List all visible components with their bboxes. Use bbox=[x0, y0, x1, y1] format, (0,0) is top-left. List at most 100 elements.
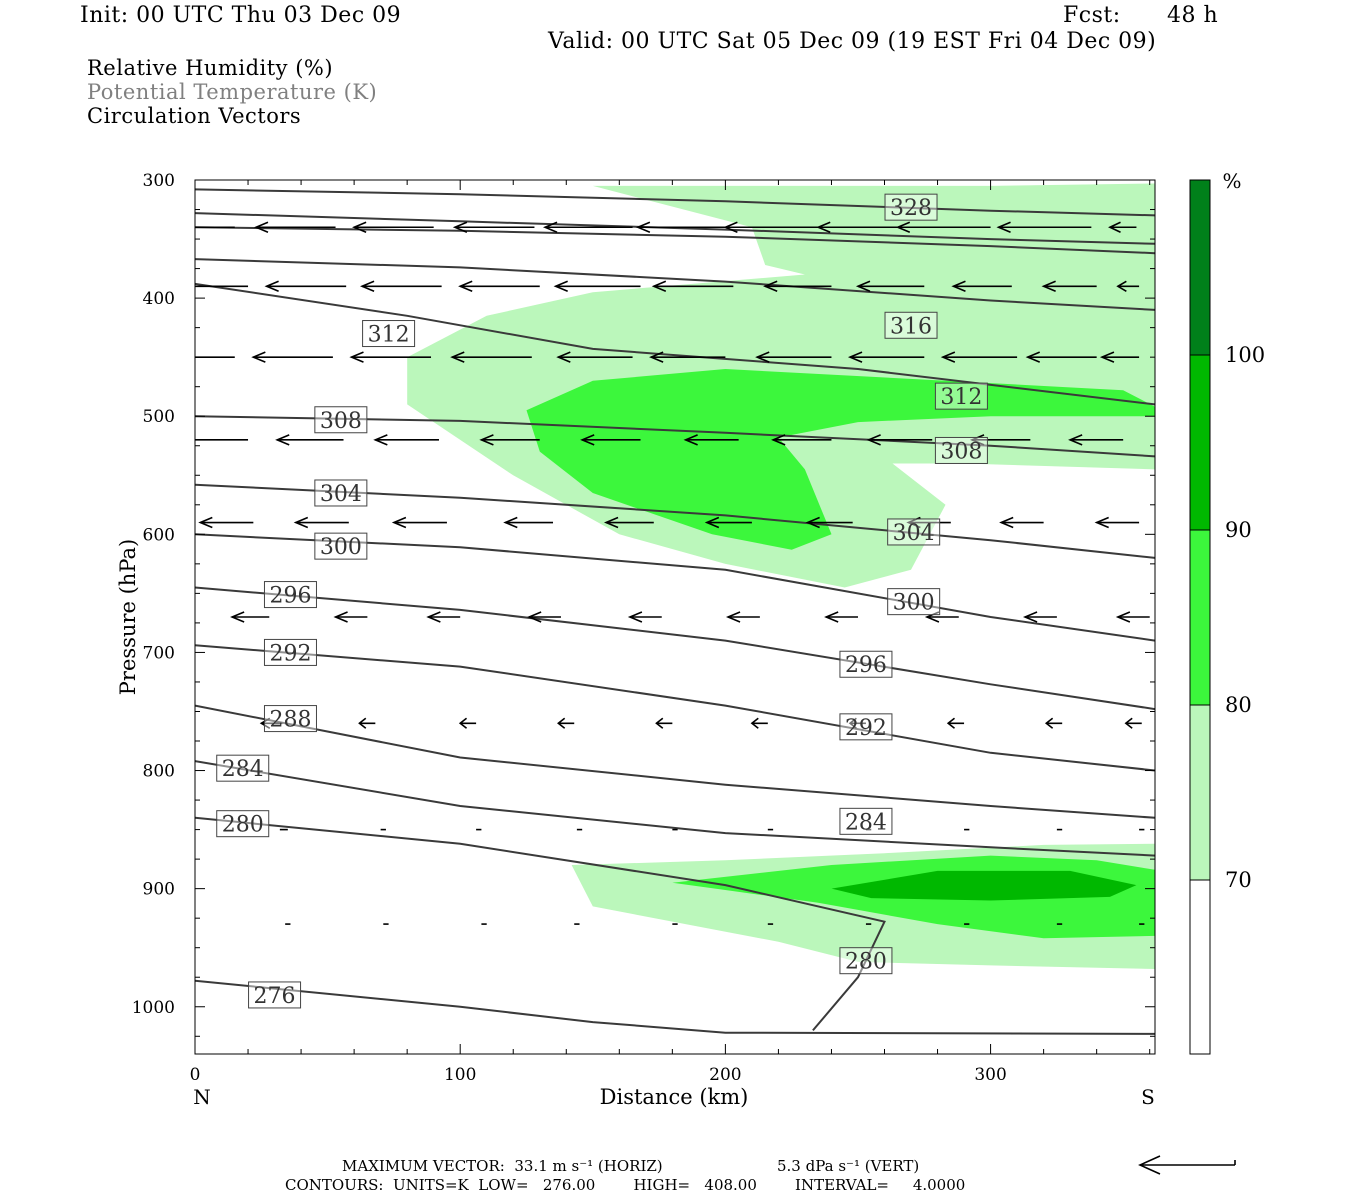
contour-label: 292 bbox=[269, 641, 311, 666]
contours-note: CONTOURS: UNITS=K LOW= 276.00 HIGH= 408.… bbox=[285, 1176, 966, 1194]
vector-arrow bbox=[373, 434, 439, 446]
contour-label: 296 bbox=[845, 653, 887, 678]
vector-arrow bbox=[635, 221, 731, 233]
contour-label: 280 bbox=[222, 813, 264, 838]
contour-label: 288 bbox=[269, 708, 311, 733]
x-tick-label: 300 bbox=[974, 1065, 1006, 1085]
vector-arrow bbox=[195, 356, 235, 358]
theta-contour-324 bbox=[195, 212, 1155, 245]
vector-arrow bbox=[1041, 280, 1097, 293]
contour-label-box bbox=[314, 479, 368, 507]
vector-arrow bbox=[358, 717, 376, 729]
vector-arrow bbox=[763, 280, 832, 293]
contour-label-box bbox=[263, 705, 317, 733]
colorbar-segment bbox=[1189, 179, 1211, 356]
vector-arrow bbox=[1094, 516, 1140, 529]
theta-contour-284 bbox=[195, 760, 1155, 857]
theta-contour-300 bbox=[195, 533, 1155, 642]
vector-arrow bbox=[253, 221, 336, 233]
colorbar-segment-blank bbox=[1189, 879, 1211, 1055]
contour-label: 300 bbox=[893, 591, 935, 616]
contour-label-box bbox=[934, 382, 988, 410]
contour-label-box bbox=[216, 810, 270, 838]
vector-arrow bbox=[527, 611, 561, 623]
y-tick-label: 700 bbox=[143, 643, 175, 663]
contour-label-box bbox=[884, 193, 938, 221]
contour-label: 328 bbox=[890, 196, 932, 221]
x-tick-label: 200 bbox=[709, 1065, 741, 1085]
max-vertical-note: 5.3 dPa s⁻¹ (VERT) bbox=[777, 1157, 920, 1175]
contour-label-box bbox=[839, 807, 893, 835]
vector-arrow bbox=[824, 611, 858, 623]
vector-arrow bbox=[349, 351, 432, 363]
forecast-hours: 48 h bbox=[1167, 3, 1219, 28]
vector-arrow bbox=[1108, 221, 1137, 233]
vector-arrow bbox=[683, 434, 739, 446]
colorbar-label: 70 bbox=[1225, 868, 1252, 892]
vector-arrow bbox=[391, 516, 447, 529]
forecast-label: Fcst: bbox=[1063, 3, 1121, 28]
contour-label: 280 bbox=[845, 950, 887, 975]
vector-arrow bbox=[195, 285, 249, 288]
contour-label: 308 bbox=[940, 439, 982, 464]
vector-arrow bbox=[1025, 351, 1097, 363]
contour-label: 296 bbox=[269, 584, 311, 609]
vector-arrow bbox=[557, 717, 575, 729]
contour-label: 312 bbox=[368, 323, 410, 348]
vector-arrow bbox=[479, 434, 540, 446]
contour-label: 276 bbox=[254, 984, 296, 1009]
vector-arrow bbox=[553, 280, 641, 293]
legend-vectors: Circulation Vectors bbox=[87, 104, 302, 128]
vector-arrow bbox=[275, 434, 344, 446]
contour-label-box bbox=[884, 311, 938, 339]
vector-arrow bbox=[251, 351, 333, 363]
theta-contour-304 bbox=[195, 483, 1155, 559]
contour-label-box bbox=[314, 406, 368, 434]
vector-arrow bbox=[1099, 351, 1140, 363]
vector-arrow bbox=[999, 516, 1044, 529]
axis-layer: 300 400 500 600 700 800 900 1000 0 100 200 300 bbox=[132, 171, 1155, 1085]
contour-label: 304 bbox=[893, 521, 935, 546]
contour-label-box bbox=[248, 981, 302, 1009]
vector-arrow bbox=[848, 717, 866, 729]
vector-arrow bbox=[855, 280, 925, 293]
vector-arrow bbox=[969, 434, 1031, 446]
colorbar-segment bbox=[1189, 529, 1211, 706]
vector-arrow bbox=[195, 226, 235, 229]
vector-arrow bbox=[452, 221, 535, 233]
theta-contour-layer bbox=[195, 188, 1155, 1035]
contour-label-box bbox=[263, 581, 317, 609]
vector-arrow bbox=[580, 434, 641, 446]
contour-label-box bbox=[839, 947, 893, 975]
vector-arrow bbox=[198, 516, 254, 529]
x-tick-label: 100 bbox=[444, 1065, 476, 1085]
contour-label: 300 bbox=[320, 535, 362, 560]
init-time: Init: 00 UTC Thu 03 Dec 09 bbox=[80, 3, 402, 28]
max-vector-note: MAXIMUM VECTOR: 33.1 m s⁻¹ (HORIZ) bbox=[342, 1157, 663, 1175]
vector-arrow bbox=[352, 221, 434, 233]
x-end-label-south: S bbox=[1141, 1085, 1155, 1109]
contour-label-box bbox=[263, 638, 317, 666]
vector-arrow bbox=[723, 221, 819, 233]
vector-arrow bbox=[503, 516, 554, 529]
theta-contour-308 bbox=[195, 415, 1155, 458]
theta-contour-280 bbox=[195, 816, 886, 1032]
vector-arrow bbox=[1022, 611, 1057, 623]
contour-label-box bbox=[362, 320, 416, 348]
vector-arrow bbox=[940, 351, 1018, 363]
contour-label: 284 bbox=[222, 757, 264, 782]
vector-arrow bbox=[924, 611, 959, 623]
vector-arrow bbox=[458, 280, 540, 293]
vector-arrow bbox=[755, 351, 832, 363]
vector-arrow bbox=[866, 434, 933, 446]
vector-arrow bbox=[847, 351, 925, 363]
vector-arrow bbox=[1116, 280, 1140, 292]
vector-arrow bbox=[655, 717, 673, 729]
x-tick-label: 0 bbox=[190, 1065, 201, 1085]
theta-contour-296 bbox=[195, 586, 1155, 711]
colorbar-segment bbox=[1189, 704, 1211, 881]
contour-label: 304 bbox=[320, 482, 362, 507]
y-tick-label: 400 bbox=[143, 289, 175, 309]
vector-arrow bbox=[750, 717, 768, 729]
contour-label-layer: 328 316 312 312 308 308 304 304 300 300 296 296 292 2… bbox=[216, 193, 988, 1009]
